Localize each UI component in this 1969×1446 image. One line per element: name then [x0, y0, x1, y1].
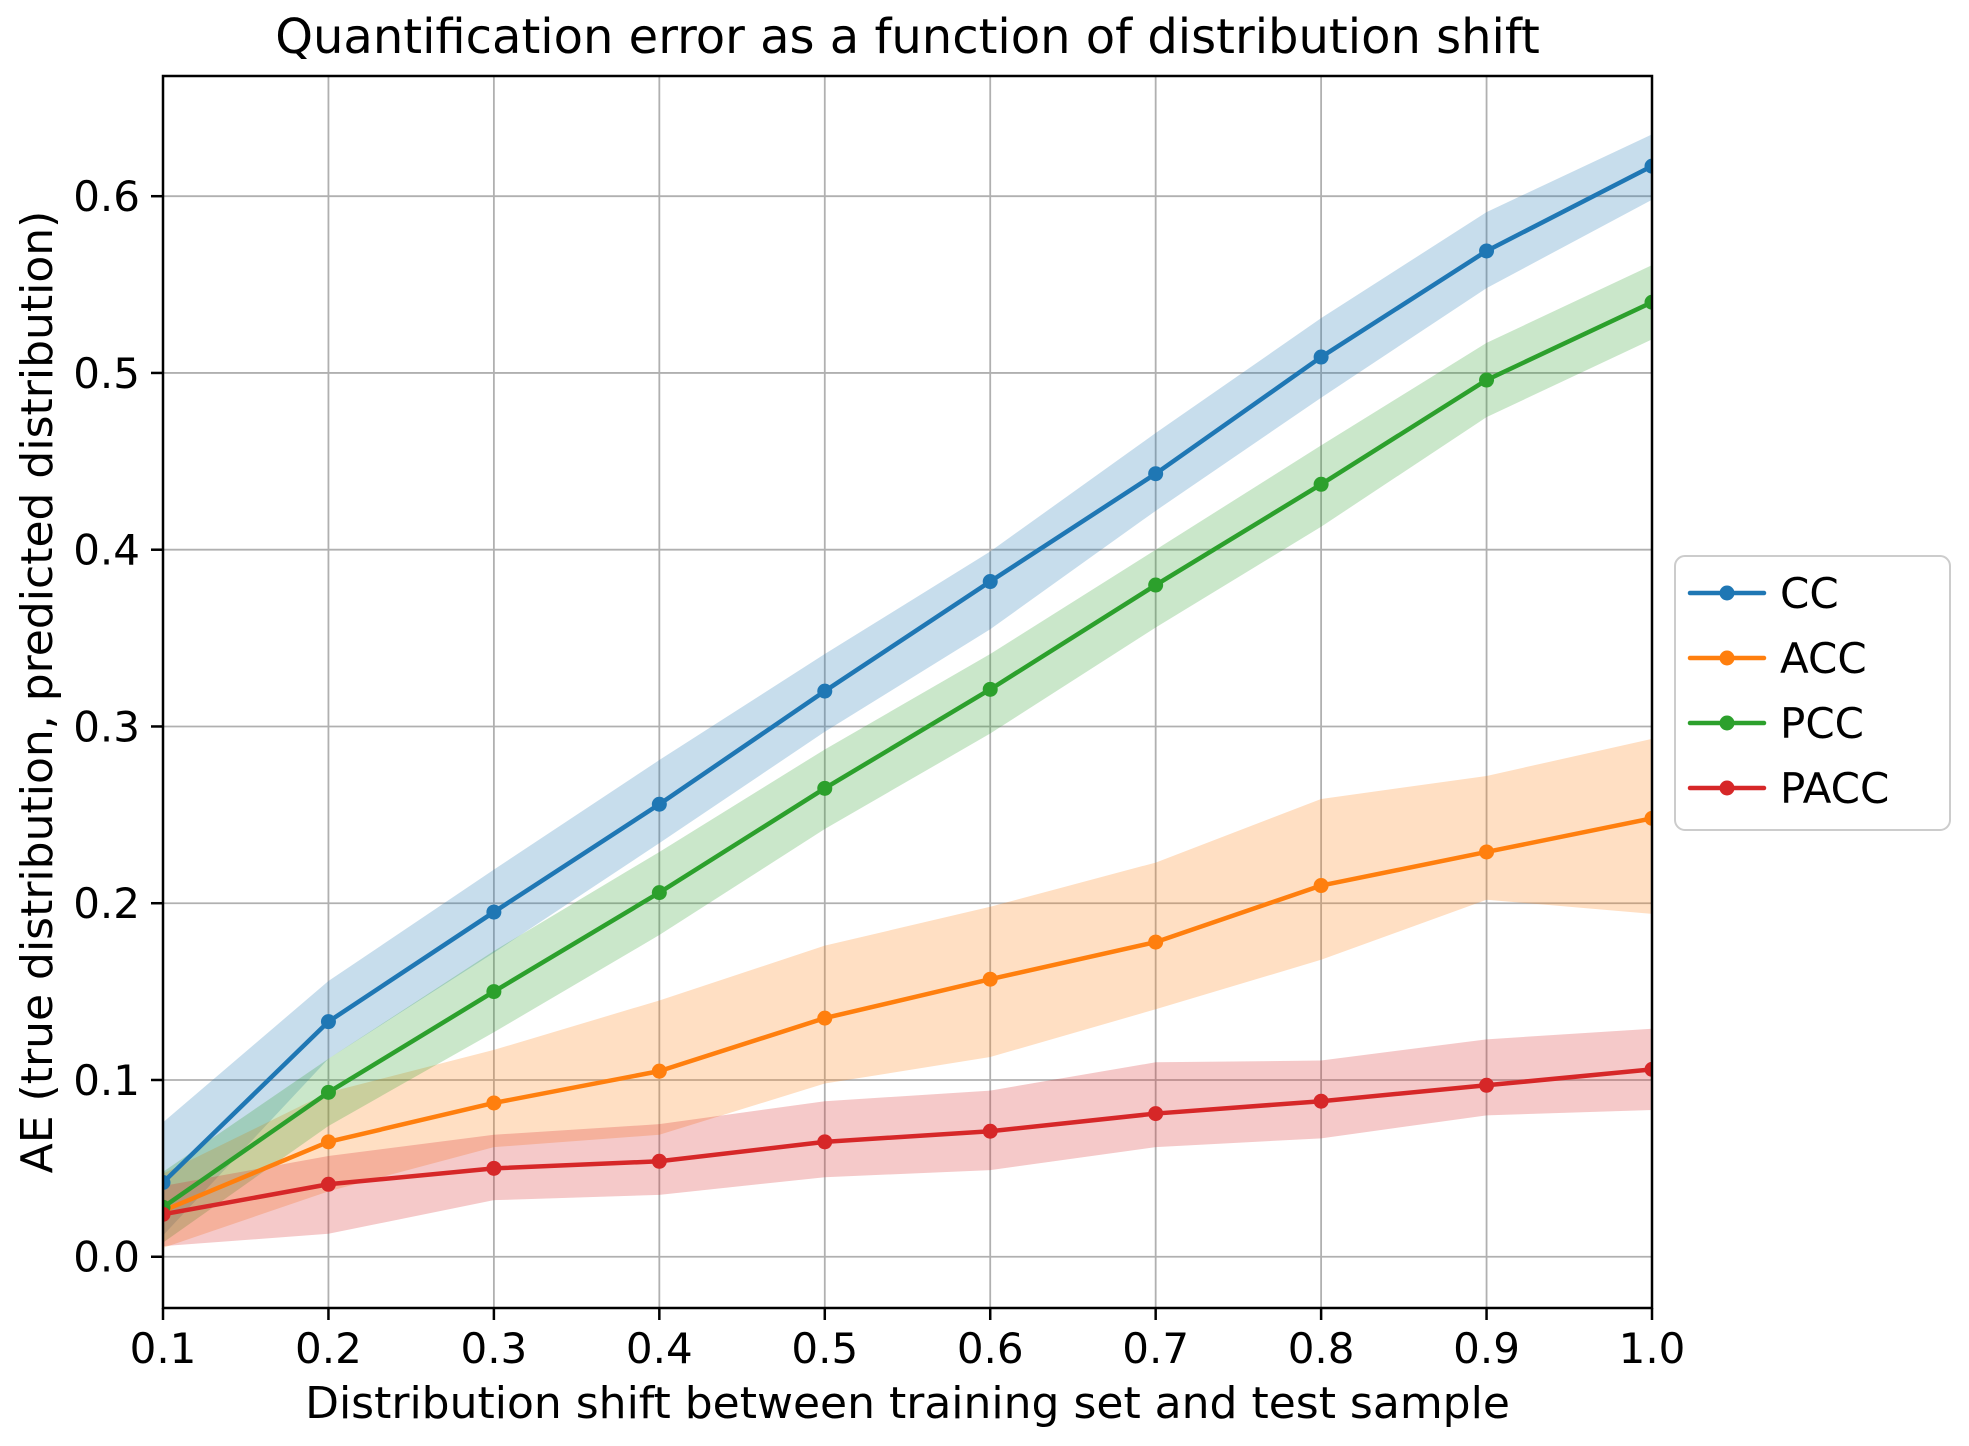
data-point-marker-pacc [320, 1176, 336, 1192]
x-tick-label: 0.2 [295, 1324, 362, 1373]
series-lines [163, 158, 1652, 1222]
legend-sample-marker [1719, 585, 1735, 601]
data-point-marker-acc [651, 1063, 667, 1079]
x-tick-label: 0.6 [957, 1324, 1024, 1373]
data-point-marker-pacc [486, 1160, 502, 1176]
series-band-acc [163, 738, 1652, 1248]
data-point-marker-acc [982, 971, 998, 987]
data-point-marker-pcc [1479, 372, 1495, 388]
tick-labels: 0.1 0.2 0.3 0.4 0.5 0.6 0.7 0.8 0.9 1.0 0.0 0.1 0.2 0… [73, 172, 1685, 1373]
legend-sample-marker [1719, 715, 1735, 731]
data-point-marker-pacc [651, 1153, 667, 1169]
legend: CC ACC PCC PACC [1674, 555, 1951, 831]
data-point-marker-cc [817, 683, 833, 699]
series-line-pcc [163, 299, 1652, 1210]
x-tick-label: 0.4 [626, 1324, 693, 1373]
legend-sample-marker [1719, 780, 1735, 796]
data-point-marker-cc [651, 796, 667, 812]
y-tick-label: 0.2 [73, 879, 140, 928]
y-tick-label: 0.4 [73, 526, 140, 575]
x-tick-label: 0.5 [791, 1324, 858, 1373]
legend-item-cc: CC [1687, 569, 1839, 618]
series-line-pacc [163, 1067, 1652, 1217]
data-point-marker-pacc [1644, 1061, 1652, 1077]
x-tick-label: 0.3 [460, 1324, 527, 1373]
y-tick-label: 0.1 [73, 1056, 140, 1105]
legend-item-pcc: PCC [1687, 699, 1864, 748]
data-point-marker-pacc [982, 1123, 998, 1139]
data-point-marker-pcc [817, 780, 833, 796]
data-point-marker-pcc [320, 1084, 336, 1100]
data-point-marker-pacc [817, 1134, 833, 1150]
legend-label: PCC [1780, 699, 1864, 748]
y-tick-label: 0.6 [73, 172, 140, 221]
y-tick-label: 0.3 [73, 702, 140, 751]
y-tick-label: 0.5 [73, 349, 140, 398]
data-point-marker-cc [1479, 243, 1495, 259]
data-point-marker-pacc [163, 1206, 171, 1222]
x-tick-label: 0.9 [1453, 1324, 1520, 1373]
data-point-marker-pacc [1148, 1106, 1164, 1122]
series-line-cc [163, 163, 1652, 1185]
data-point-marker-pcc [1644, 294, 1652, 310]
data-point-marker-cc [1644, 158, 1652, 174]
data-point-marker-acc [1313, 878, 1329, 894]
x-tick-label: 0.8 [1288, 1324, 1355, 1373]
series-band-cc [163, 134, 1652, 1236]
data-point-marker-pcc [486, 984, 502, 1000]
data-point-marker-acc [1148, 934, 1164, 950]
data-point-marker-pcc [651, 885, 667, 901]
data-point-marker-acc [486, 1095, 502, 1111]
chart-title: Quantification error as a function of di… [275, 9, 1540, 65]
data-point-marker-acc [817, 1010, 833, 1026]
axes-spines [161, 74, 1654, 1310]
y-tick-label: 0.0 [73, 1233, 140, 1282]
series-line-acc [163, 816, 1652, 1214]
legend-item-pacc: PACC [1687, 764, 1889, 813]
data-point-marker-pacc [1479, 1077, 1495, 1093]
data-point-marker-cc [320, 1014, 336, 1030]
x-tick-label: 0.1 [130, 1324, 197, 1373]
x-tick-label: 0.7 [1122, 1324, 1189, 1373]
x-axis-label: Distribution shift between training set … [305, 1378, 1510, 1429]
legend-sample-marker [1719, 650, 1735, 666]
x-tick-label: 1.0 [1619, 1324, 1686, 1373]
data-point-marker-pacc [1313, 1093, 1329, 1109]
data-point-marker-cc [1313, 349, 1329, 365]
data-point-marker-acc [320, 1134, 336, 1150]
data-point-marker-cc [982, 574, 998, 590]
data-point-marker-cc [1148, 466, 1164, 482]
data-point-marker-cc [486, 904, 502, 920]
data-point-marker-pcc [1313, 476, 1329, 492]
data-point-marker-acc [1479, 844, 1495, 860]
data-point-marker-pcc [1148, 577, 1164, 593]
data-point-marker-pcc [982, 681, 998, 697]
legend-label: PACC [1780, 764, 1889, 813]
data-point-marker-acc [1644, 810, 1652, 826]
legend-item-acc: ACC [1687, 634, 1867, 683]
legend-label: CC [1780, 569, 1839, 618]
legend-box [1674, 555, 1951, 831]
tick-marks [151, 194, 1654, 1320]
data-point-marker-cc [163, 1175, 171, 1190]
y-axis-label: AE (true distribution, predicted distrib… [12, 211, 63, 1174]
legend-label: ACC [1780, 634, 1867, 683]
